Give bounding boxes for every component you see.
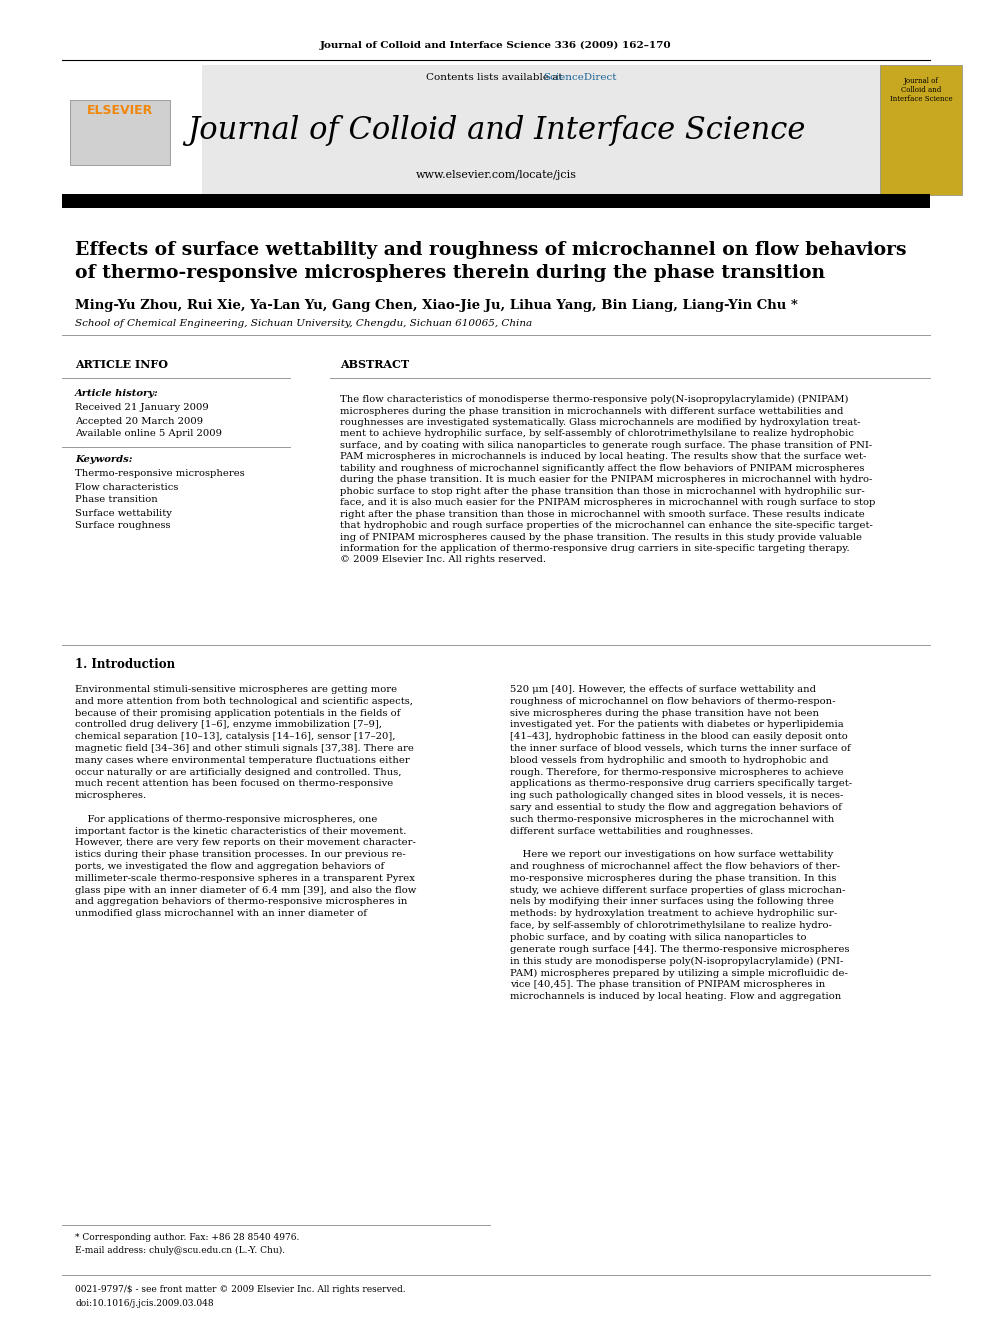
Text: Available online 5 April 2009: Available online 5 April 2009 [75,430,222,438]
Text: Keywords:: Keywords: [75,455,133,464]
Text: doi:10.1016/j.jcis.2009.03.048: doi:10.1016/j.jcis.2009.03.048 [75,1298,213,1307]
Text: Surface roughness: Surface roughness [75,521,171,531]
Text: Contents lists available at: Contents lists available at [426,74,566,82]
Text: Surface wettability: Surface wettability [75,508,172,517]
Text: The flow characteristics of monodisperse thermo-responsive poly(N-isopropylacryl: The flow characteristics of monodisperse… [340,396,875,565]
Text: * Corresponding author. Fax: +86 28 8540 4976.: * Corresponding author. Fax: +86 28 8540… [75,1233,300,1242]
Text: Flow characteristics: Flow characteristics [75,483,179,492]
Text: Environmental stimuli-sensitive microspheres are getting more
and more attention: Environmental stimuli-sensitive microsph… [75,685,417,918]
Text: ELSEVIER: ELSEVIER [87,103,153,116]
Text: Received 21 January 2009: Received 21 January 2009 [75,404,208,413]
Bar [880,65,962,194]
Text: 520 μm [40]. However, the effects of surface wettability and
roughness of microc: 520 μm [40]. However, the effects of sur… [510,685,852,1002]
Text: Journal of Colloid and Interface Science 336 (2009) 162–170: Journal of Colloid and Interface Science… [320,41,672,49]
Text: ARTICLE INFO: ARTICLE INFO [75,360,168,370]
Text: ABSTRACT: ABSTRACT [340,360,409,370]
Text: E-mail address: chuly@scu.edu.cn (L.-Y. Chu).: E-mail address: chuly@scu.edu.cn (L.-Y. … [75,1245,285,1254]
Text: Effects of surface wettability and roughness of microchannel on flow behaviors: Effects of surface wettability and rough… [75,241,907,259]
Text: ScienceDirect: ScienceDirect [543,74,616,82]
Bar [70,101,170,165]
Text: 0021-9797/$ - see front matter © 2009 Elsevier Inc. All rights reserved.: 0021-9797/$ - see front matter © 2009 El… [75,1286,406,1294]
Text: www.elsevier.com/locate/jcis: www.elsevier.com/locate/jcis [416,169,576,180]
Bar [62,65,930,194]
Text: Phase transition: Phase transition [75,496,158,504]
Text: Journal of
Colloid and
Interface Science: Journal of Colloid and Interface Science [890,77,952,103]
Text: Journal of Colloid and Interface Science: Journal of Colloid and Interface Science [186,115,806,146]
Bar [62,194,930,208]
Bar [62,65,202,194]
Text: Article history:: Article history: [75,389,159,397]
Text: Thermo-responsive microspheres: Thermo-responsive microspheres [75,470,245,479]
Text: School of Chemical Engineering, Sichuan University, Chengdu, Sichuan 610065, Chi: School of Chemical Engineering, Sichuan … [75,319,532,328]
Text: of thermo-responsive microspheres therein during the phase transition: of thermo-responsive microspheres therei… [75,265,825,282]
Text: Accepted 20 March 2009: Accepted 20 March 2009 [75,417,203,426]
Text: 1. Introduction: 1. Introduction [75,659,176,672]
Text: Ming-Yu Zhou, Rui Xie, Ya-Lan Yu, Gang Chen, Xiao-Jie Ju, Lihua Yang, Bin Liang,: Ming-Yu Zhou, Rui Xie, Ya-Lan Yu, Gang C… [75,299,798,311]
